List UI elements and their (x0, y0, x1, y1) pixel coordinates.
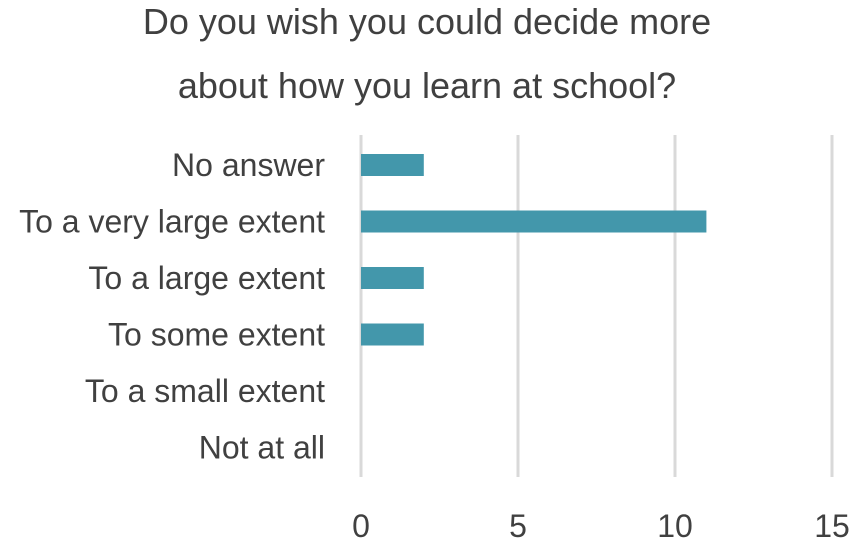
chart-title-line-1: Do you wish you could decide more (142, 1, 712, 42)
x-tick-label: 15 (814, 508, 850, 544)
category-label: To some extent (108, 317, 325, 353)
category-labels: No answer To a very large extent To a larg… (19, 147, 325, 466)
x-tick-labels: 0 5 10 15 (352, 508, 850, 544)
bar (361, 210, 707, 233)
category-label: To a large extent (88, 260, 325, 296)
category-label: Not at all (199, 430, 325, 466)
x-tick-label: 10 (657, 508, 693, 544)
x-tick-label: 0 (352, 508, 370, 544)
category-label: To a small extent (85, 373, 325, 409)
category-label: No answer (172, 147, 325, 183)
bar (361, 154, 424, 176)
chart-title-line-2: about how you learn at school? (177, 65, 677, 106)
bar (361, 323, 424, 346)
bars (361, 154, 707, 346)
gridlines (359, 135, 834, 477)
x-tick-label: 5 (509, 508, 527, 544)
bar (361, 267, 424, 289)
category-label: To a very large extent (19, 204, 325, 240)
